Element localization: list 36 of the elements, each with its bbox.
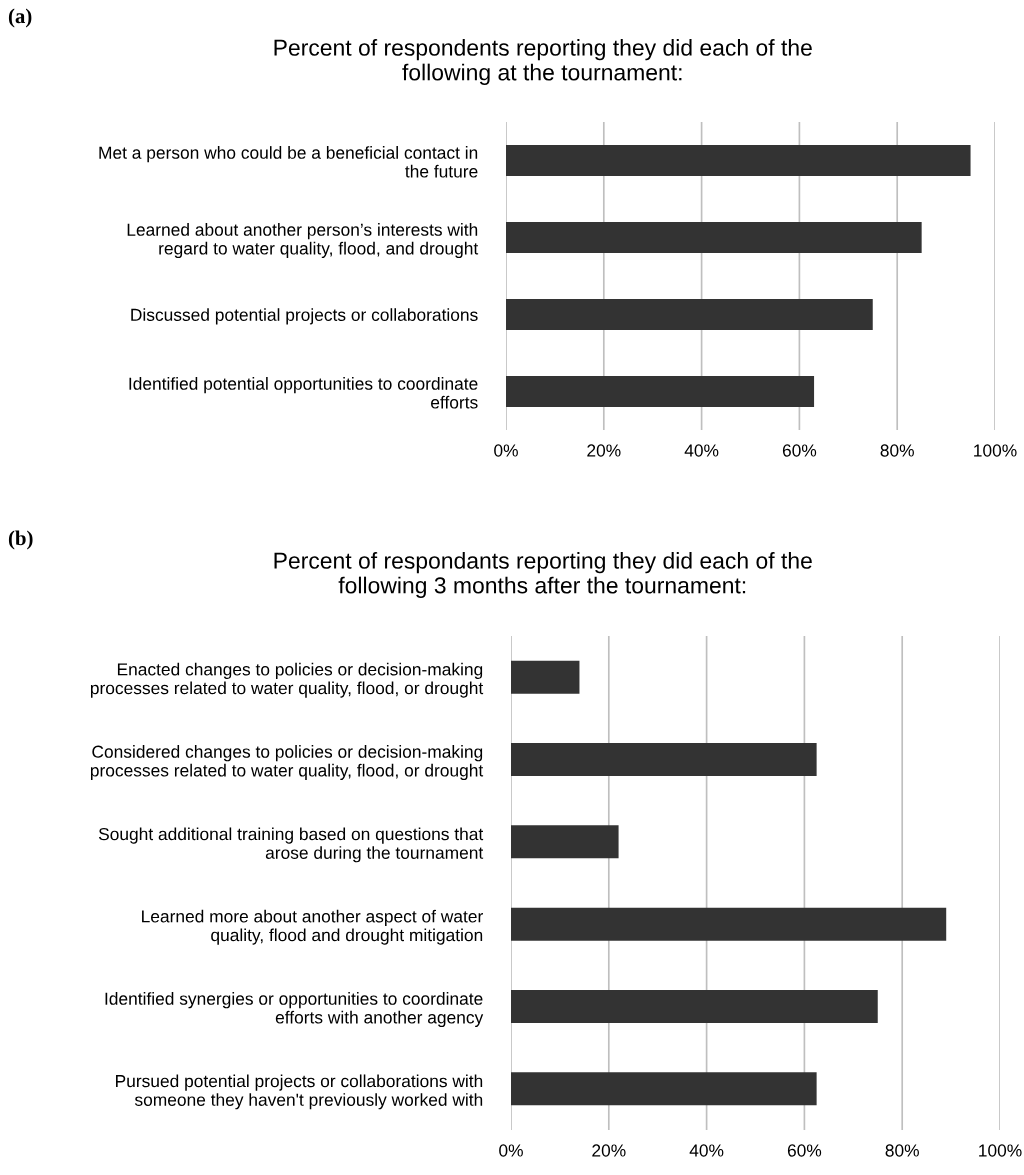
bar <box>511 825 619 859</box>
text: (a) <box>8 8 32 28</box>
y-tick-label: Sought additional training based on questions that arose during the tournament <box>98 827 484 863</box>
bar <box>511 743 817 776</box>
chart-title: Percent of respondents reporting they did each of the following at the tournament: <box>274 38 812 86</box>
y-tick-label: Learned about another person’s interests with regard to water quality, flood, and drought <box>127 223 479 258</box>
y-tick-label: Discussed potential projects or collaborations <box>131 308 478 325</box>
x-tick-label: 40% <box>689 1144 724 1157</box>
x-tick-label: 0% <box>499 1144 523 1157</box>
x-tick-label: 20% <box>587 444 621 457</box>
bar <box>511 990 878 1023</box>
y-tick-label: Identified potential opportunities to coordinate efforts <box>129 377 478 409</box>
y-tick-label: Identified synergies or opportunities to coordinate efforts with another agency <box>105 992 484 1027</box>
x-tick-label: 80% <box>885 1144 919 1157</box>
bar <box>511 907 947 941</box>
y-tick-label: Learned more about another aspect of water quality, flood and drought mitigation <box>142 909 483 945</box>
y-tick-label: Enacted changes to policies or decision-making processes related to water quality, flood, or drought <box>90 662 484 698</box>
y-tick-label: Considered changes to policies or decision-making processes related to water quality, flood, or drought <box>90 745 484 780</box>
y-tick-label: Pursued potential projects or collaborations with someone they haven't previously worked with <box>116 1074 483 1110</box>
bar <box>506 222 922 253</box>
x-tick-label: 20% <box>592 1144 626 1157</box>
x-tick-label: 0% <box>494 444 518 457</box>
bar <box>511 1072 817 1106</box>
bar <box>506 145 971 176</box>
text: (b) <box>8 530 33 550</box>
x-tick-label: 80% <box>880 444 914 457</box>
bar <box>506 299 873 330</box>
bar <box>511 660 580 694</box>
x-tick-label: 60% <box>782 444 817 457</box>
x-tick-label: 40% <box>684 444 719 457</box>
chart-title: Percent of respondants reporting they did each of the following 3 months after the tournament: <box>274 551 812 599</box>
x-tick-label: 100% <box>979 1144 1022 1157</box>
x-tick-label: 100% <box>974 444 1017 457</box>
bar <box>506 376 815 407</box>
x-tick-label: 60% <box>787 1144 822 1157</box>
y-tick-label: Met a person who could be a beneficial contact in the future <box>99 146 478 178</box>
